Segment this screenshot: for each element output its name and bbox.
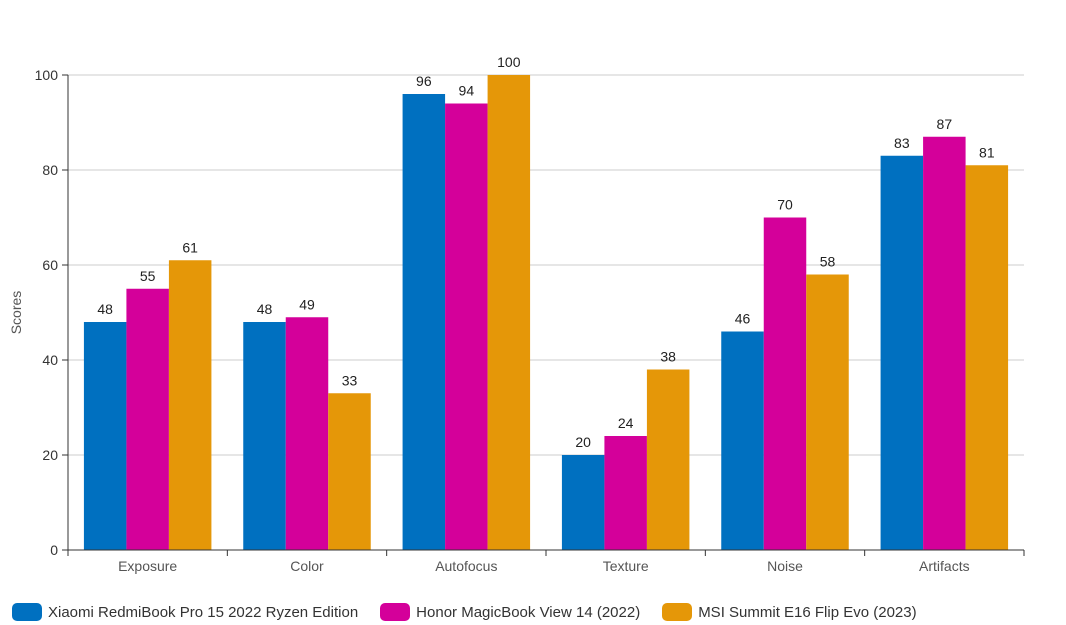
x-tick-label: Autofocus xyxy=(435,558,497,574)
data-label: 48 xyxy=(257,301,273,317)
data-label: 96 xyxy=(416,73,432,89)
legend-item[interactable]: Xiaomi RedmiBook Pro 15 2022 Ryzen Editi… xyxy=(12,603,358,621)
x-tick-label: Color xyxy=(290,558,324,574)
bar xyxy=(721,331,764,550)
x-tick-label: Exposure xyxy=(118,558,177,574)
data-label: 38 xyxy=(660,349,676,365)
x-tick-label: Texture xyxy=(603,558,649,574)
data-label: 87 xyxy=(937,116,953,132)
legend-label: Xiaomi RedmiBook Pro 15 2022 Ryzen Editi… xyxy=(48,603,359,621)
y-tick-label: 80 xyxy=(42,162,58,178)
data-label: 49 xyxy=(299,296,315,312)
bar-chart: 0 20 40 60 80 100 Scores 48 55 61 Exposure 48 49 33 Co… xyxy=(8,54,1025,574)
bar xyxy=(965,165,1009,550)
data-label: 94 xyxy=(459,83,475,99)
bar xyxy=(402,94,446,550)
bar xyxy=(445,103,488,550)
x-tick-label: Artifacts xyxy=(919,558,970,574)
data-label: 81 xyxy=(979,144,995,160)
data-label: 83 xyxy=(894,135,910,151)
data-label: 61 xyxy=(182,239,198,255)
legend-swatch xyxy=(12,603,42,621)
data-label: 33 xyxy=(342,372,358,388)
bar xyxy=(243,322,286,550)
y-tick-label: 40 xyxy=(42,352,58,368)
legend-item[interactable]: MSI Summit E16 Flip Evo (2023) xyxy=(662,603,917,621)
bar xyxy=(646,369,690,550)
data-label: 55 xyxy=(140,268,156,284)
legend-label: MSI Summit E16 Flip Evo (2023) xyxy=(698,603,917,621)
data-label: 48 xyxy=(97,301,113,317)
data-label: 24 xyxy=(618,415,634,431)
bar xyxy=(126,288,169,550)
data-label: 20 xyxy=(575,434,591,450)
bar xyxy=(83,322,127,550)
y-axis-label: Scores xyxy=(8,291,24,335)
bar xyxy=(806,274,849,550)
bar xyxy=(168,260,212,550)
bar xyxy=(487,75,531,550)
legend-swatch xyxy=(380,603,411,621)
y-tick-label: 20 xyxy=(42,447,58,463)
bar xyxy=(604,436,647,550)
data-label: 58 xyxy=(820,254,836,270)
legend-label: Honor MagicBook View 14 (2022) xyxy=(416,603,641,621)
x-tick-label: Noise xyxy=(767,558,803,574)
bar xyxy=(561,455,605,550)
data-label: 70 xyxy=(777,197,793,213)
data-label: 46 xyxy=(735,311,751,327)
bar xyxy=(328,393,371,550)
legend-item[interactable]: Honor MagicBook View 14 (2022) xyxy=(380,603,640,621)
y-tick-label: 60 xyxy=(42,257,58,273)
bar xyxy=(763,217,807,550)
y-tick-label: 0 xyxy=(50,542,58,558)
bar xyxy=(923,136,966,550)
bar xyxy=(285,317,329,550)
data-label: 100 xyxy=(497,54,521,70)
legend-swatch xyxy=(662,603,693,621)
chart-legend: Xiaomi RedmiBook Pro 15 2022 Ryzen Editi… xyxy=(12,603,939,621)
y-tick-label: 100 xyxy=(35,67,59,83)
bar xyxy=(880,155,924,550)
